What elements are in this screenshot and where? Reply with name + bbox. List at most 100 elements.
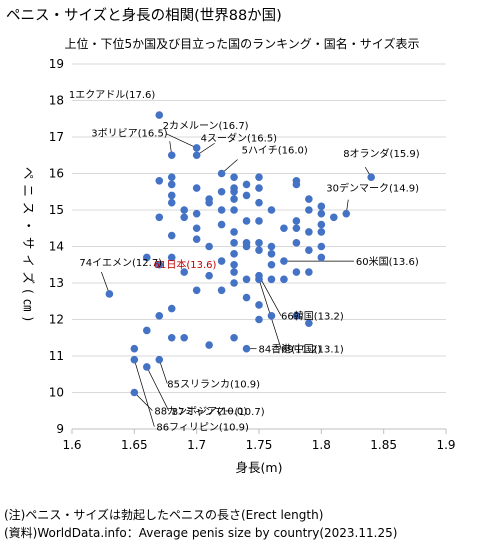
data-point (255, 217, 263, 225)
footnote-source: (資料)WorldData.info：Average penis size by… (4, 526, 398, 540)
data-point (242, 217, 251, 225)
data-point (217, 220, 226, 229)
data-point (217, 286, 226, 295)
data-point-labeled (130, 355, 139, 364)
data-point-labeled (280, 257, 288, 265)
data-point (217, 187, 226, 196)
data-point (267, 206, 276, 214)
data-point (230, 187, 238, 196)
data-point (167, 304, 176, 313)
x-tick-label: 1.75 (246, 438, 273, 452)
data-point (255, 315, 263, 324)
data-point (143, 253, 151, 262)
data-point (192, 235, 201, 243)
data-points (105, 111, 376, 397)
data-point (205, 242, 213, 251)
point-labels: 1エクアドル(17.6) 2カメルーン(16.7)3ボリビア(16.5) 4スーダン… (69, 89, 420, 434)
point-label: 61日本(13.6) (154, 258, 217, 271)
y-tick-label: 18 (49, 94, 64, 108)
data-point (230, 333, 238, 342)
data-point (143, 326, 151, 335)
y-tick-label: 13 (49, 276, 64, 290)
point-label: 3ボリビア(16.5) (91, 127, 168, 139)
data-point (292, 217, 301, 225)
data-point (167, 191, 176, 200)
data-point (180, 206, 188, 214)
data-point (255, 173, 263, 181)
data-point (217, 206, 226, 214)
data-point-labeled (105, 290, 114, 298)
data-point (230, 268, 238, 276)
x-tick-label: 1.6 (62, 438, 81, 452)
point-label: 87ミャンマー(10.7) (172, 407, 265, 418)
x-axis-title: 身長(m) (236, 460, 283, 475)
point-label: 86フィリピン(10.9) (156, 422, 249, 434)
y-tick-label: 14 (49, 240, 64, 254)
data-point (205, 198, 213, 207)
label-leader-line (134, 392, 153, 411)
data-point-labeled (217, 257, 226, 265)
y-tick-label: 15 (49, 203, 64, 217)
data-point (230, 260, 238, 269)
data-point (292, 239, 301, 247)
x-tick-label: 1.9 (436, 438, 455, 452)
footnote-definition: (注)ペニス・サイズは勃起したペニスの長さ(Erect length) (4, 508, 324, 522)
data-point (230, 279, 238, 287)
data-point (317, 209, 326, 218)
y-tick-label: 19 (49, 57, 64, 71)
data-point (242, 242, 251, 251)
data-point (180, 333, 188, 342)
data-point (242, 180, 251, 189)
x-tick-label: 1.65 (121, 438, 148, 452)
y-tick-label: 16 (49, 167, 64, 181)
point-label: 30デンマーク(14.9) (326, 182, 419, 195)
point-label: 4スーダン(16.5) (201, 131, 278, 144)
data-point (155, 177, 164, 185)
data-point (317, 228, 326, 236)
axes: 9 10 11 12 13 14 15 16 17 18 19 1.6 1.65 1.7 1.75 1.8 1.… (21, 57, 456, 475)
scatter-chart: 9 10 11 12 13 14 15 16 17 18 19 1.6 1.65 1.7 1.75 1.8 1.… (21, 57, 456, 475)
y-tick-label: 9 (56, 422, 64, 436)
label-leader-line (258, 275, 282, 316)
data-point-labeled (342, 209, 351, 218)
data-point (242, 191, 251, 200)
data-point (292, 224, 301, 233)
data-point (305, 268, 313, 276)
data-point (305, 195, 313, 203)
data-point (155, 312, 164, 320)
data-point (230, 228, 238, 236)
y-tick-label: 11 (49, 349, 64, 363)
data-point (192, 224, 201, 233)
chart-title: ペニス・サイズと身長の相関(世界88か国) (6, 8, 282, 24)
data-point-labeled (367, 173, 376, 181)
y-tick-label: 17 (49, 130, 64, 144)
point-label: 74イエメン(12.7) (79, 258, 162, 269)
data-point (242, 293, 251, 302)
data-point (292, 268, 301, 276)
data-point (317, 220, 326, 229)
label-leader-line (158, 359, 168, 384)
point-label: 85スリランカ(10.9) (167, 379, 260, 391)
data-point (267, 275, 276, 284)
data-point (255, 301, 263, 309)
data-point (167, 198, 176, 207)
data-point (255, 184, 263, 192)
data-point (242, 275, 251, 284)
data-point (305, 319, 313, 327)
data-point (230, 195, 238, 203)
data-point (205, 271, 213, 280)
data-point (230, 239, 238, 247)
data-point (267, 242, 276, 251)
data-point (230, 173, 238, 181)
data-point-labeled (192, 144, 201, 152)
point-label: 66韓国(13.2) (281, 311, 344, 323)
point-label: 84香港(11.2) (259, 344, 322, 356)
x-tick-label: 1.7 (187, 438, 206, 452)
data-point (167, 253, 176, 262)
data-point (305, 206, 313, 214)
data-point (317, 202, 326, 211)
data-point-labeled (167, 151, 176, 160)
point-label: 5ハイチ(16.0) (242, 145, 308, 157)
data-point (167, 231, 176, 240)
point-label: 8オランダ(15.9) (343, 147, 420, 160)
